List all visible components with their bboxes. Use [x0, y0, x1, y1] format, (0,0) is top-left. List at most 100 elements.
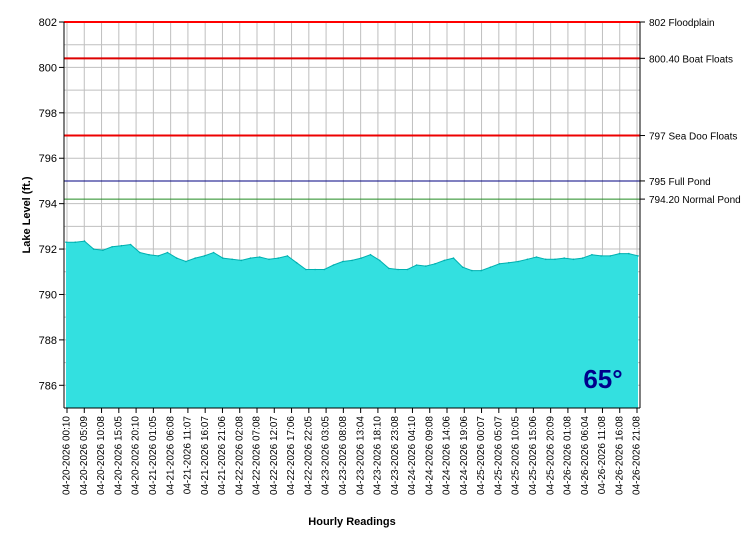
reference-label: 795 Full Pond — [649, 177, 711, 188]
x-tick-label: 04-22-2026 02:08 — [234, 416, 245, 495]
lake-level-point — [508, 261, 510, 264]
x-tick-label: 04-25-2026 10:05 — [511, 416, 522, 495]
y-tick-label: 800 — [39, 62, 57, 74]
lake-level-point — [212, 251, 215, 254]
y-tick-label: 798 — [39, 108, 57, 120]
lake-level-point — [434, 263, 436, 265]
lake-level-point — [111, 246, 113, 248]
lake-level-point — [600, 255, 602, 257]
lake-level-point — [591, 253, 593, 256]
lake-level-point — [517, 260, 519, 263]
lake-level-point — [240, 259, 243, 262]
lake-level-point — [369, 253, 372, 256]
lake-level-point — [175, 257, 178, 259]
lake-level-area — [66, 241, 638, 408]
x-tick-label: 04-23-2026 13:04 — [355, 416, 366, 495]
lake-level-point — [628, 252, 630, 255]
x-tick-label: 04-23-2026 08:08 — [338, 416, 349, 495]
x-tick-label: 04-21-2026 01:05 — [148, 416, 159, 495]
lake-level-point — [342, 260, 344, 263]
x-tick-label: 04-22-2026 12:07 — [269, 416, 280, 495]
lake-level-point — [65, 241, 67, 243]
lake-level-point — [185, 260, 187, 263]
lake-level-point — [461, 266, 464, 269]
x-tick-label: 04-25-2026 00:07 — [476, 416, 487, 495]
lake-level-point — [139, 251, 141, 254]
reference-label: 800.40 Boat Floats — [649, 54, 733, 65]
x-tick-label: 04-26-2026 16:08 — [614, 416, 625, 495]
x-tick-label: 04-23-2026 03:05 — [321, 416, 332, 495]
x-tick-label: 04-26-2026 01:08 — [563, 416, 574, 495]
lake-level-point — [305, 268, 307, 271]
x-tick-label: 04-26-2026 11:08 — [597, 416, 608, 495]
lake-level-point — [148, 253, 150, 256]
x-tick-label: 04-22-2026 17:06 — [286, 416, 297, 495]
area-layer — [65, 240, 639, 408]
lake-level-point — [231, 258, 233, 261]
lake-level-point — [120, 244, 123, 247]
lake-level-point — [554, 258, 556, 261]
lake-level-point — [471, 269, 473, 272]
labels-layer: Lake Level (ft.) Hourly Readings — [21, 176, 396, 528]
lake-level-point — [203, 255, 206, 257]
x-tick-label: 04-21-2026 21:06 — [217, 416, 228, 495]
lake-level-point — [222, 257, 224, 259]
y-tick-label: 794 — [39, 199, 57, 211]
lake-level-point — [258, 256, 261, 258]
lake-level-point — [157, 255, 160, 257]
x-tick-label: 04-20-2026 15:05 — [113, 416, 124, 495]
x-tick-label: 04-24-2026 14:06 — [442, 416, 453, 495]
lake-level-point — [563, 257, 565, 259]
lake-level-point — [480, 269, 483, 272]
x-tick-label: 04-25-2026 15:06 — [528, 416, 539, 495]
lake-level-point — [74, 241, 76, 243]
y-tick-label: 802 — [39, 17, 57, 29]
y-tick-label: 792 — [39, 244, 57, 256]
reference-label: 794.20 Normal Pond — [649, 195, 741, 206]
lake-level-point — [351, 259, 353, 262]
x-tick-label: 04-20-2026 05:09 — [79, 416, 90, 495]
lake-level-point — [249, 257, 252, 259]
lake-level-point — [498, 263, 501, 265]
y-axis-label: Lake Level (ft.) — [21, 176, 33, 253]
temperature-badge-bg — [579, 354, 627, 398]
x-tick-label: 04-23-2026 23:08 — [390, 416, 401, 495]
lake-level-point — [452, 257, 455, 259]
lake-level-point — [268, 258, 270, 261]
x-tick-label: 04-22-2026 07:08 — [252, 416, 263, 495]
lake-level-point — [166, 251, 169, 254]
lake-level-point — [323, 268, 326, 271]
x-tick-label: 04-24-2026 09:08 — [424, 416, 435, 495]
x-tick-label: 04-23-2026 18:10 — [373, 416, 384, 495]
x-tick-label: 04-26-2026 21:08 — [632, 416, 643, 495]
lake-level-point — [544, 258, 547, 261]
lake-level-point — [397, 268, 399, 271]
lake-level-point — [535, 256, 538, 258]
y-tick-label: 786 — [39, 380, 57, 392]
x-tick-label: 04-24-2026 04:10 — [407, 416, 418, 495]
lake-level-point — [314, 268, 316, 271]
lake-level-point — [388, 267, 390, 270]
lake-level-point — [129, 243, 132, 246]
y-tick-label: 790 — [39, 289, 57, 301]
x-tick-label: 04-21-2026 16:07 — [200, 416, 211, 495]
lake-level-point — [415, 264, 418, 266]
x-tick-label: 04-25-2026 05:07 — [493, 416, 504, 495]
lake-level-point — [526, 258, 529, 261]
x-tick-label: 04-26-2026 06:04 — [580, 416, 591, 495]
x-tick-label: 04-20-2026 00:10 — [62, 416, 73, 495]
lake-level-point — [286, 255, 289, 257]
lake-level-point — [295, 261, 298, 264]
y-tick-label: 788 — [39, 335, 57, 347]
lake-level-point — [443, 259, 446, 262]
x-tick-label: 04-21-2026 11:07 — [183, 416, 194, 495]
lake-level-point — [406, 268, 409, 271]
lake-level-point — [360, 257, 363, 259]
lake-level-point — [618, 252, 621, 255]
lake-level-point — [277, 257, 280, 259]
lake-level-point — [102, 249, 104, 251]
lake-level-point — [332, 264, 335, 266]
lake-level-point — [194, 257, 196, 259]
x-axis-label: Hourly Readings — [308, 516, 395, 528]
